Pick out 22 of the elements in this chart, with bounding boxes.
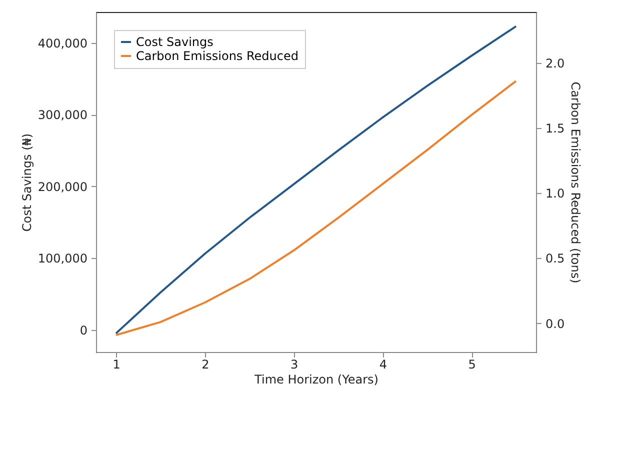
x-tick-label: 4 [379, 358, 387, 372]
y-tick-label: 0 [80, 323, 88, 338]
x-tick-label: 1 [112, 358, 120, 372]
legend-label: Cost Savings [136, 35, 214, 49]
y-axis-title: Cost Savings (₦) [20, 133, 34, 232]
y-tick-label: 300,000 [38, 108, 88, 122]
x-tick-label: 2 [202, 358, 210, 372]
y2-tick-label: 1.5 [546, 121, 565, 136]
y2-tick-label: 0.0 [546, 316, 565, 331]
y-tick-label: 100,000 [38, 252, 88, 266]
y2-tick-label: 2.0 [546, 56, 565, 70]
x-axis-title: Time Horizon (Years) [254, 372, 378, 386]
y2-tick-label: 1.0 [546, 186, 565, 201]
y-tick-label: 400,000 [38, 36, 88, 50]
x-tick-label: 5 [468, 358, 476, 372]
line-series [115, 25, 517, 334]
legend-label: Carbon Emissions Reduced [136, 49, 299, 63]
line-series [115, 80, 517, 336]
x-tick-label: 3 [290, 358, 298, 372]
y2-axis-title: Carbon Emissions Reduced (tons) [568, 82, 583, 284]
y2-tick-label: 0.5 [546, 252, 565, 266]
y-tick-label: 200,000 [38, 180, 88, 194]
